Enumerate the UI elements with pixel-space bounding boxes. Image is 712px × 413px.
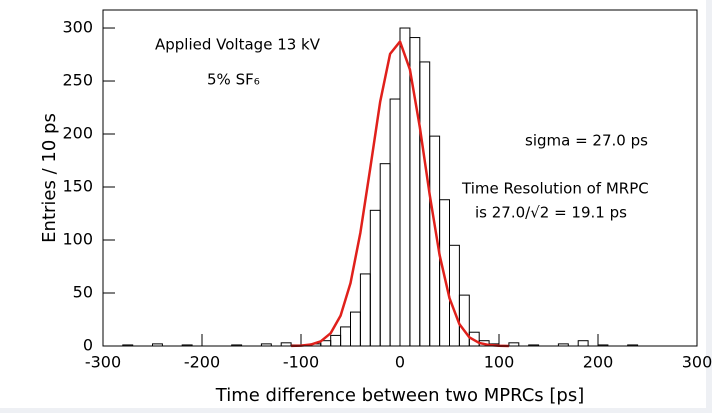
annotation: Time Resolution of MRPC (461, 180, 649, 198)
x-tick-label: -200 (184, 353, 220, 372)
y-tick-label: 250 (62, 71, 93, 90)
fit-curve (291, 40, 509, 348)
chart-background (0, 0, 706, 408)
annotation: Applied Voltage 13 kV (155, 36, 321, 54)
x-tick-label: 100 (484, 353, 515, 372)
x-axis-label: Time difference between two MPRCs [ps] (215, 385, 584, 406)
x-tick-label: 300 (682, 353, 712, 372)
x-tick-label: -100 (283, 353, 319, 372)
y-tick-label: 50 (73, 283, 93, 302)
y-tick-label: 150 (62, 177, 93, 196)
x-tick-label: 200 (583, 353, 614, 372)
y-tick-label: 0 (83, 336, 93, 355)
x-tick-label: 0 (395, 353, 405, 372)
annotation: sigma = 27.0 ps (525, 132, 648, 150)
y-tick-label: 100 (62, 230, 93, 249)
annotation: 5% SF₆ (207, 71, 260, 89)
y-axis-label: Entries / 10 ps (39, 113, 60, 243)
annotation: is 27.0/√2 = 19.1 ps (475, 204, 627, 222)
x-tick-label: -300 (85, 353, 121, 372)
y-tick-label: 200 (62, 124, 93, 143)
y-tick-label: 300 (62, 18, 93, 37)
plot-frame (102, 9, 698, 347)
